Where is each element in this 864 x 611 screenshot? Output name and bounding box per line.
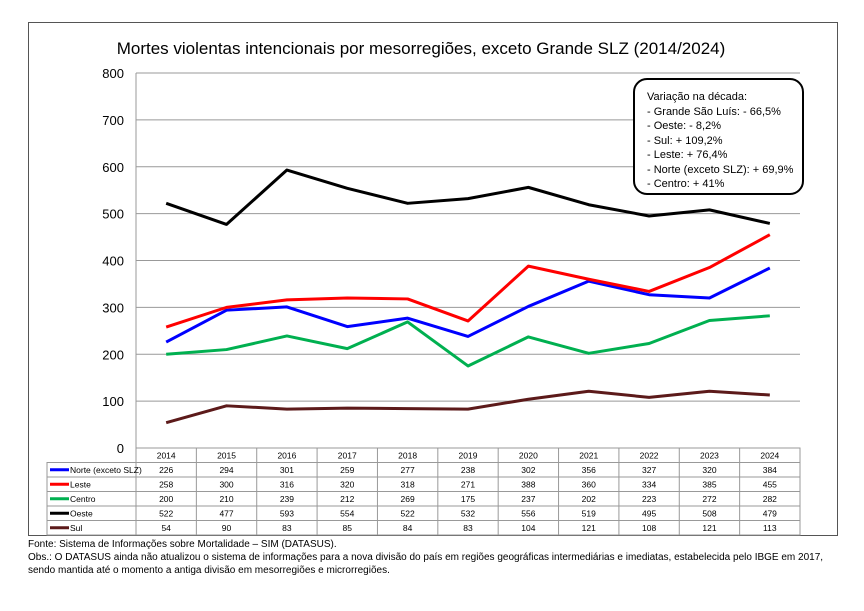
data-cell: 226 — [159, 465, 173, 475]
data-cell: 239 — [280, 494, 294, 504]
data-cell: 300 — [219, 480, 233, 490]
data-cell: 282 — [763, 494, 777, 504]
data-cell: 593 — [280, 509, 294, 519]
data-cell: 477 — [219, 509, 233, 519]
y-tick-label: 700 — [102, 113, 124, 128]
y-tick-label: 0 — [117, 441, 124, 456]
legend-label: Centro — [70, 494, 96, 504]
y-tick-label: 500 — [102, 207, 124, 222]
data-cell: 320 — [340, 480, 354, 490]
data-cell: 175 — [461, 494, 475, 504]
x-tick-label: 2016 — [277, 451, 296, 461]
data-cell: 121 — [582, 523, 596, 533]
x-tick-label: 2015 — [217, 451, 236, 461]
series-line-sul — [165, 389, 770, 425]
annotation-line: - Oeste: - 8,2% — [647, 120, 721, 132]
x-tick-label: 2021 — [579, 451, 598, 461]
chart-title: Mortes violentas intencionais por mesorr… — [117, 39, 726, 58]
y-tick-label: 400 — [102, 254, 124, 269]
annotation-line: - Centro: + 41% — [647, 178, 725, 190]
legend-label: Norte (exceto SLZ) — [70, 465, 142, 475]
y-tick-label: 300 — [102, 300, 124, 315]
data-cell: 237 — [521, 494, 535, 504]
data-cell: 83 — [282, 523, 292, 533]
legend-label: Oeste — [70, 509, 93, 519]
data-cell: 522 — [159, 509, 173, 519]
data-cell: 508 — [702, 509, 716, 519]
x-tick-label: 2022 — [640, 451, 659, 461]
data-cell: 212 — [340, 494, 354, 504]
data-cell: 385 — [702, 480, 716, 490]
y-tick-label: 600 — [102, 160, 124, 175]
data-cell: 210 — [219, 494, 233, 504]
data-cell: 356 — [582, 465, 596, 475]
source-note: Fonte: Sistema de Informações sobre Mort… — [28, 539, 337, 550]
data-cell: 121 — [702, 523, 716, 533]
data-cell: 388 — [521, 480, 535, 490]
data-cell: 495 — [642, 509, 656, 519]
data-cell: 271 — [461, 480, 475, 490]
data-cell: 269 — [401, 494, 415, 504]
data-cell: 294 — [219, 465, 233, 475]
data-cell: 277 — [401, 465, 415, 475]
data-cell: 316 — [280, 480, 294, 490]
data-cell: 54 — [161, 523, 171, 533]
data-cell: 259 — [340, 465, 354, 475]
data-cell: 238 — [461, 465, 475, 475]
data-cell: 301 — [280, 465, 294, 475]
x-tick-label: 2018 — [398, 451, 417, 461]
data-cell: 223 — [642, 494, 656, 504]
data-cell: 200 — [159, 494, 173, 504]
data-cell: 258 — [159, 480, 173, 490]
data-cell: 327 — [642, 465, 656, 475]
annotation-line: - Norte (exceto SLZ): + 69,9% — [647, 163, 794, 176]
annotation-title: Variação na década: — [647, 91, 748, 103]
data-cell: 556 — [521, 509, 535, 519]
data-cell: 519 — [582, 509, 596, 519]
data-cell: 85 — [343, 523, 353, 533]
annotation-line: - Leste: + 76,4% — [647, 149, 728, 161]
legend-label: Sul — [70, 523, 82, 533]
data-cell: 108 — [642, 523, 656, 533]
x-tick-label: 2014 — [157, 451, 176, 461]
series-line-norte-exceto-slz- — [165, 266, 771, 344]
annotation-line: - Sul: + 109,2% — [647, 134, 723, 147]
series-line-centro — [166, 314, 770, 368]
x-tick-label: 2023 — [700, 451, 719, 461]
x-tick-label: 2019 — [459, 451, 478, 461]
data-cell: 318 — [401, 480, 415, 490]
x-tick-label: 2017 — [338, 451, 357, 461]
obs-note: Obs.: O DATASUS ainda não atualizou o si… — [28, 552, 824, 576]
variation-annotation: Variação na década: - Grande São Luís: -… — [633, 78, 804, 195]
data-cell: 113 — [763, 523, 777, 533]
data-cell: 334 — [642, 480, 656, 490]
data-cell: 455 — [763, 480, 777, 490]
y-tick-label: 800 — [102, 66, 124, 81]
y-tick-label: 100 — [102, 394, 124, 409]
y-tick-label: 200 — [102, 347, 124, 362]
data-cell: 554 — [340, 509, 354, 519]
x-tick-label: 2024 — [760, 451, 779, 461]
data-cell: 202 — [582, 494, 596, 504]
data-cell: 360 — [582, 480, 596, 490]
data-cell: 384 — [763, 465, 777, 475]
x-tick-label: 2020 — [519, 451, 538, 461]
annotation-line: - Grande São Luís: - 66,5% — [647, 105, 781, 118]
data-cell: 104 — [521, 523, 535, 533]
series-line-leste — [165, 233, 771, 329]
data-cell: 90 — [222, 523, 232, 533]
data-cell: 479 — [763, 509, 777, 519]
data-cell: 272 — [702, 494, 716, 504]
data-cell: 522 — [401, 509, 415, 519]
data-cell: 320 — [702, 465, 716, 475]
data-cell: 532 — [461, 509, 475, 519]
data-cell: 84 — [403, 523, 413, 533]
data-cell: 302 — [521, 465, 535, 475]
data-cell: 83 — [463, 523, 473, 533]
legend-label: Leste — [70, 480, 91, 490]
series-line-oeste — [165, 168, 771, 226]
